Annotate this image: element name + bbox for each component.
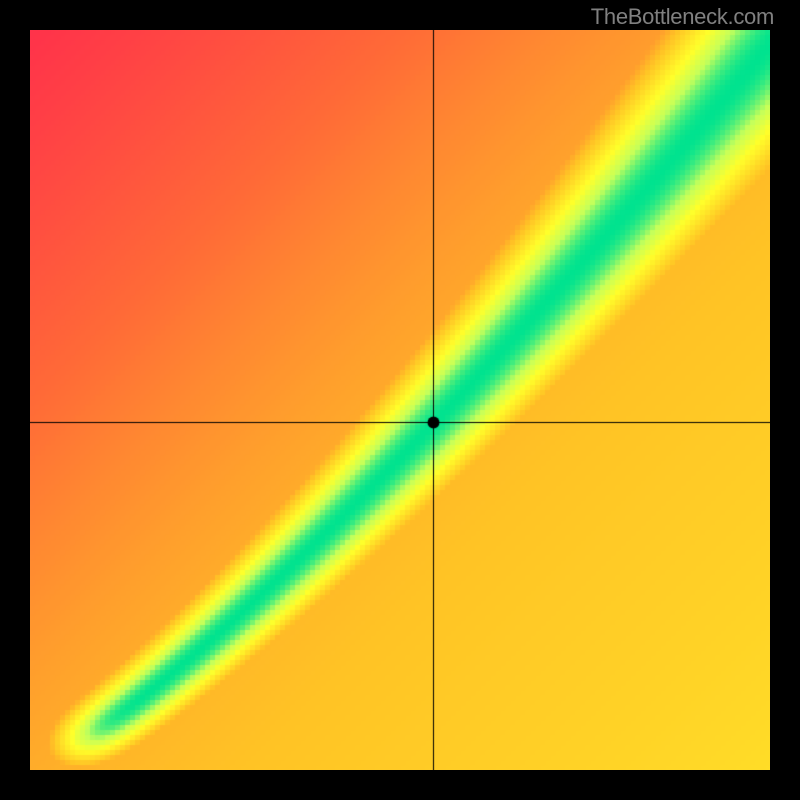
chart-outer-frame: TheBottleneck.com bbox=[0, 0, 800, 800]
plot-area bbox=[30, 30, 770, 770]
watermark-text: TheBottleneck.com bbox=[591, 4, 774, 30]
heatmap-canvas bbox=[30, 30, 770, 770]
